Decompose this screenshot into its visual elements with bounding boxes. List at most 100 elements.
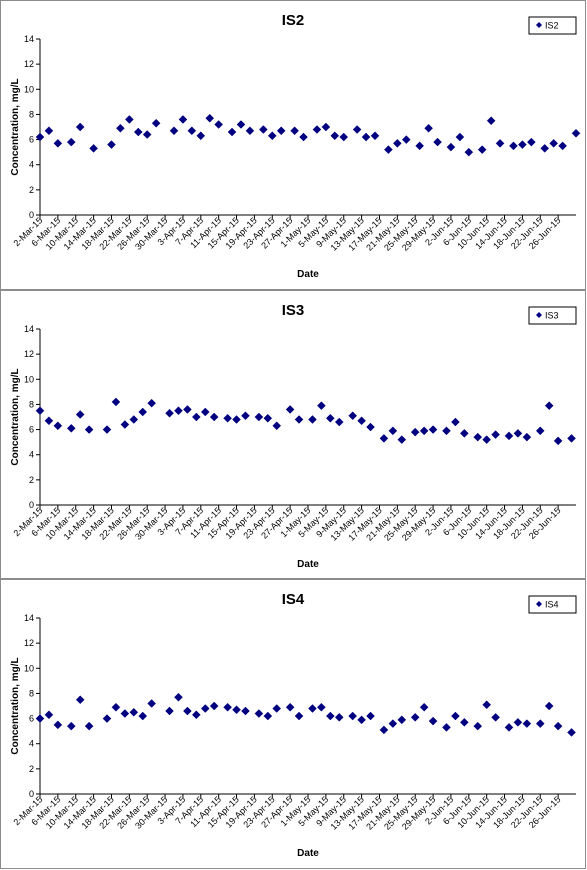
data-point-is2 (509, 141, 518, 151)
data-point-is3 (232, 415, 241, 424)
y-tick-label: 14 (24, 34, 34, 44)
data-point-is3 (138, 407, 148, 417)
data-point-is4 (334, 712, 344, 722)
legend-label: IS4 (545, 600, 559, 610)
data-point-is2 (142, 130, 152, 139)
data-point-is4 (120, 709, 130, 718)
data-point-is3 (200, 407, 210, 417)
data-point-is2 (169, 126, 179, 136)
data-point-is4 (397, 715, 407, 725)
data-point-is3 (513, 428, 523, 438)
y-tick-label: 14 (24, 613, 34, 623)
data-point-is2 (361, 132, 371, 142)
y-axis-title: Concentration, mg/L (10, 657, 21, 754)
data-point-is4 (513, 717, 523, 727)
data-point-is4 (191, 710, 201, 720)
data-point-is4 (223, 702, 232, 712)
data-point-is3 (317, 401, 326, 411)
data-point-is3 (174, 406, 183, 416)
data-point-is4 (567, 728, 576, 737)
y-tick-label: 6 (29, 135, 34, 145)
y-tick-label: 4 (29, 450, 34, 460)
data-point-is2 (35, 132, 45, 142)
data-point-is4 (165, 706, 174, 716)
data-point-is3 (44, 416, 54, 426)
y-tick-label: 6 (29, 714, 34, 724)
data-point-is2 (66, 137, 76, 147)
data-point-is4 (473, 721, 483, 731)
data-point-is2 (116, 123, 125, 133)
data-point-is4 (553, 721, 563, 731)
legend-box (528, 16, 577, 35)
data-point-is4 (357, 715, 366, 725)
data-point-is4 (317, 702, 326, 712)
data-point-is4 (544, 701, 554, 711)
y-tick-label: 10 (24, 84, 34, 94)
data-point-is2 (178, 115, 188, 124)
legend-label: IS2 (545, 21, 559, 31)
legend-label: IS3 (545, 311, 559, 321)
y-tick-label: 8 (29, 399, 34, 409)
data-point-is3 (75, 410, 85, 419)
data-point-is3 (410, 427, 420, 437)
legend-box (528, 595, 577, 614)
data-point-is3 (66, 423, 76, 433)
data-point-is4 (102, 714, 112, 723)
data-point-is3 (254, 412, 264, 422)
data-point-is3 (348, 411, 358, 421)
data-point-is2 (526, 137, 536, 147)
data-point-is4 (348, 711, 358, 721)
chart-title: IS3 (282, 302, 305, 319)
data-point-is2 (477, 145, 487, 154)
data-point-is2 (267, 131, 277, 141)
data-point-is2 (495, 138, 505, 148)
data-point-is3 (482, 435, 492, 444)
data-point-is2 (124, 115, 134, 124)
data-point-is2 (236, 120, 246, 129)
data-point-is3 (263, 413, 273, 423)
y-tick-label: 4 (29, 739, 34, 749)
data-point-is4 (379, 725, 389, 735)
data-point-is3 (522, 432, 532, 442)
data-point-is3 (419, 426, 429, 436)
legend-marker (536, 22, 542, 28)
data-point-is4 (451, 711, 460, 721)
data-point-is3 (294, 415, 304, 424)
data-point-is3 (388, 426, 398, 436)
data-point-is3 (84, 425, 94, 434)
chart-panel-is2: IS2 0 2 4 6 8 10 12 14 2-Mar-15 6-Mar-15 10-Mar-15 1… (0, 0, 586, 290)
data-point-is2 (133, 127, 143, 137)
data-point-is4 (459, 717, 469, 727)
chart-panel-is3: IS3 0 2 4 6 8 10 12 14 2-Mar-15 6-Mar-15 10-Mar-15 1… (0, 290, 586, 579)
data-point-is3 (442, 426, 451, 436)
data-point-is3 (191, 412, 201, 422)
data-point-is4 (419, 702, 429, 712)
data-point-is2 (558, 141, 567, 151)
data-point-is3 (473, 432, 483, 442)
y-tick-label: 0 (29, 210, 34, 220)
data-point-is4 (388, 719, 398, 728)
data-point-is2 (107, 140, 116, 149)
data-point-is2 (330, 131, 340, 141)
data-point-is4 (35, 714, 45, 723)
data-point-is3 (366, 422, 375, 432)
data-point-is2 (433, 137, 442, 147)
data-point-is2 (299, 132, 308, 142)
data-point-is3 (325, 413, 335, 423)
data-point-is4 (147, 699, 157, 708)
data-point-is2 (384, 145, 393, 154)
y-tick-label: 8 (29, 109, 34, 119)
data-point-is2 (196, 131, 206, 141)
data-point-is3 (272, 421, 282, 431)
data-point-is4 (491, 712, 500, 722)
data-point-is2 (571, 128, 581, 138)
data-point-is2 (89, 144, 98, 153)
data-point-is2 (446, 142, 456, 152)
y-tick-label: 10 (24, 663, 34, 673)
data-point-is3 (428, 425, 438, 434)
data-point-is3 (165, 408, 174, 418)
x-axis-title: Date (297, 848, 319, 859)
data-point-is3 (223, 413, 232, 423)
chart-is3: IS3024681012142-Mar-156-Mar-1510-Mar-151… (10, 302, 577, 570)
data-point-is3 (491, 430, 500, 439)
